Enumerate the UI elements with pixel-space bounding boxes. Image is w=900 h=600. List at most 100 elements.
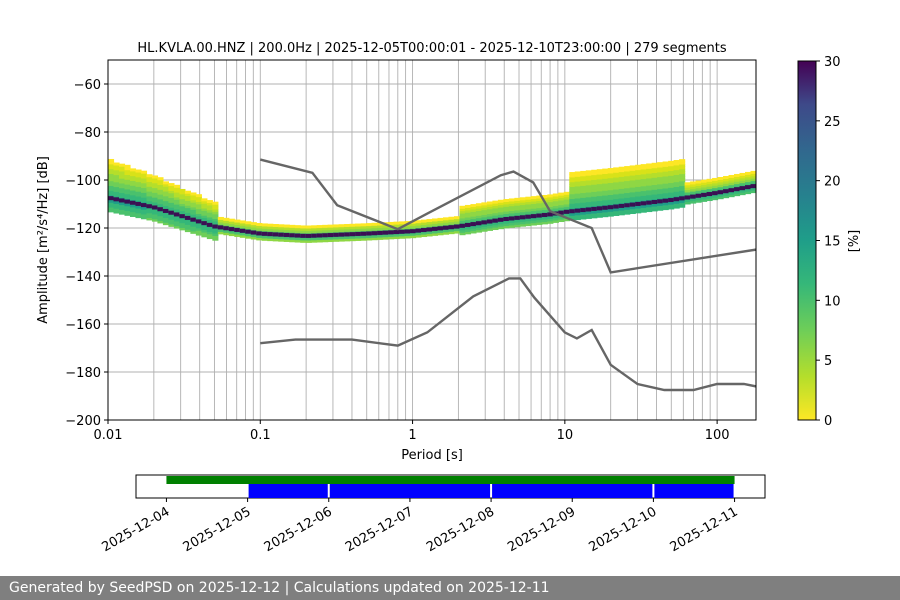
density-cell bbox=[108, 199, 115, 203]
density-cell bbox=[179, 227, 186, 231]
density-cell bbox=[657, 195, 664, 199]
density-cell bbox=[108, 170, 115, 174]
density-cell bbox=[212, 208, 219, 212]
density-cell bbox=[651, 167, 658, 171]
density-cell bbox=[673, 205, 680, 209]
density-cell bbox=[673, 174, 680, 178]
density-cell bbox=[739, 189, 746, 193]
density-cell bbox=[596, 185, 603, 189]
density-cell bbox=[129, 170, 137, 174]
density-cell bbox=[113, 184, 120, 188]
density-cell bbox=[206, 214, 213, 218]
density-cell bbox=[519, 223, 526, 227]
density-cell bbox=[657, 190, 664, 194]
density-cell bbox=[113, 193, 120, 197]
density-cell bbox=[547, 216, 554, 220]
density-cell bbox=[190, 223, 197, 227]
density-cell bbox=[508, 205, 515, 209]
density-cell bbox=[607, 213, 614, 217]
density-cell bbox=[179, 224, 186, 228]
density-cell bbox=[124, 203, 131, 207]
density-cell bbox=[629, 165, 636, 169]
density-cell bbox=[569, 203, 576, 207]
density-cell bbox=[624, 182, 631, 186]
density-cell bbox=[157, 189, 164, 193]
density-cell bbox=[695, 182, 702, 186]
density-cell bbox=[168, 190, 175, 194]
density-cell bbox=[206, 209, 213, 213]
density-cell bbox=[371, 227, 378, 231]
density-cell bbox=[574, 176, 581, 180]
density-cell bbox=[618, 197, 625, 201]
density-mode-cell bbox=[690, 194, 697, 199]
density-cell bbox=[195, 206, 202, 210]
density-cell bbox=[558, 216, 565, 220]
y-tick-label: −160 bbox=[65, 318, 101, 333]
density-cell bbox=[201, 203, 208, 207]
density-cell bbox=[651, 186, 658, 190]
density-cell bbox=[541, 194, 548, 198]
density-cell bbox=[113, 164, 120, 168]
density-cell bbox=[591, 174, 598, 178]
density-cell bbox=[750, 175, 756, 179]
density-cell bbox=[508, 200, 515, 204]
density-cell bbox=[585, 179, 592, 183]
density-cell bbox=[168, 207, 175, 211]
density-mode-cell bbox=[338, 232, 345, 237]
density-cell bbox=[118, 192, 126, 196]
density-cell bbox=[278, 226, 285, 230]
density-cell bbox=[333, 224, 340, 228]
density-mode-cell bbox=[157, 207, 164, 212]
density-cell bbox=[580, 211, 587, 215]
density-cell bbox=[596, 178, 603, 182]
density-cell bbox=[366, 223, 373, 227]
density-cell bbox=[173, 187, 180, 191]
density-cell bbox=[245, 223, 252, 227]
density-cell bbox=[173, 194, 180, 198]
density-cell bbox=[668, 177, 675, 181]
density-cell bbox=[640, 168, 647, 172]
density-cell bbox=[162, 183, 170, 187]
density-cell bbox=[201, 224, 208, 228]
density-cell bbox=[453, 230, 461, 234]
density-cell bbox=[113, 174, 120, 178]
density-cell bbox=[195, 230, 202, 234]
density-cell bbox=[607, 177, 614, 181]
density-cell bbox=[613, 191, 620, 195]
density-cell bbox=[591, 203, 598, 207]
density-cell bbox=[596, 176, 603, 180]
density-cell bbox=[129, 173, 137, 177]
density-cell bbox=[388, 233, 395, 237]
density-cell bbox=[624, 211, 631, 215]
density-cell bbox=[179, 222, 186, 226]
density-cell bbox=[206, 212, 213, 216]
density-mode-cell bbox=[151, 205, 159, 210]
density-cell bbox=[602, 182, 609, 186]
density-cell bbox=[618, 178, 625, 182]
density-cell bbox=[701, 179, 708, 183]
density-mode-cell bbox=[723, 189, 730, 194]
density-cell bbox=[162, 222, 170, 226]
colorbar-label: [%] bbox=[847, 230, 862, 253]
density-cell bbox=[278, 238, 285, 242]
density-cell bbox=[333, 236, 340, 240]
density-cell bbox=[481, 204, 488, 208]
density-cell bbox=[327, 229, 334, 233]
density-cell bbox=[497, 226, 504, 230]
density-cell bbox=[673, 193, 680, 197]
density-cell bbox=[492, 200, 499, 204]
density-cell bbox=[635, 176, 642, 180]
density-cell bbox=[514, 224, 521, 228]
y-axis: −60 −80 −100 −120 −140 −160 −180 −200 bbox=[65, 78, 108, 429]
density-cell bbox=[662, 175, 669, 179]
density-cell bbox=[657, 183, 664, 187]
density-cell bbox=[239, 234, 246, 238]
density-cell bbox=[118, 173, 126, 177]
x-tick-label: 0.01 bbox=[94, 428, 123, 443]
density-cell bbox=[679, 187, 686, 191]
density-cell bbox=[333, 229, 340, 233]
density-cell bbox=[695, 197, 702, 201]
density-cell bbox=[563, 206, 570, 210]
density-cell bbox=[421, 224, 428, 228]
density-cell bbox=[508, 222, 515, 226]
